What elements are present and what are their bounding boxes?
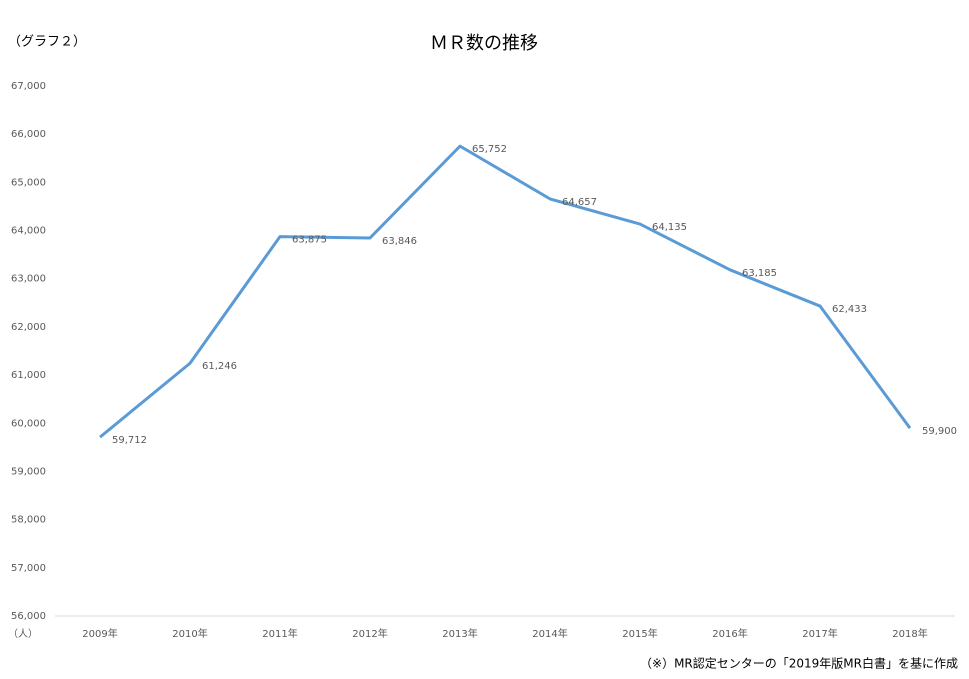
data-label: 59,712 xyxy=(112,435,147,446)
source-note: （※）MR認定センターの「2019年版MR白書」を基に作成 xyxy=(640,656,958,671)
x-tick-label: 2015年 xyxy=(622,627,657,640)
y-tick-label: 61,000 xyxy=(11,370,46,381)
data-line xyxy=(99,144,912,439)
chart-label: （グラフ２） xyxy=(8,35,86,50)
x-tick-label: 2016年 xyxy=(712,627,747,640)
y-tick-label: 62,000 xyxy=(11,322,46,333)
x-tick-label: 2013年 xyxy=(442,627,477,640)
x-tick-label: 2009年 xyxy=(82,627,117,640)
data-label: 63,185 xyxy=(742,268,777,279)
data-label: 63,875 xyxy=(292,235,327,246)
chart-title: ＭＲ数の推移 xyxy=(430,33,538,54)
x-tick-label: 2012年 xyxy=(352,627,387,640)
unit-label: （人） xyxy=(8,628,38,640)
data-label: 64,657 xyxy=(562,197,597,208)
data-label: 63,846 xyxy=(382,236,417,247)
data-label: 62,433 xyxy=(832,304,867,315)
x-tick-label: 2010年 xyxy=(172,627,207,640)
x-tick-label: 2014年 xyxy=(532,627,567,640)
y-tick-label: 64,000 xyxy=(11,226,46,237)
y-tick-label: 60,000 xyxy=(11,418,46,429)
y-tick-label: 59,000 xyxy=(11,466,46,477)
y-tick-label: 67,000 xyxy=(11,81,46,92)
y-tick-label: 66,000 xyxy=(11,129,46,140)
data-label: 59,900 xyxy=(922,426,957,437)
y-tick-label: 57,000 xyxy=(11,563,46,574)
y-tick-label: 63,000 xyxy=(11,274,46,285)
data-label: 65,752 xyxy=(472,144,507,155)
data-label: 64,135 xyxy=(652,222,687,233)
y-tick-label: 65,000 xyxy=(11,177,46,188)
y-tick-label: 58,000 xyxy=(11,515,46,526)
x-tick-label: 2017年 xyxy=(802,627,837,640)
x-tick-label: 2018年 xyxy=(892,627,927,640)
data-label: 61,246 xyxy=(202,361,237,372)
y-tick-label: 56,000 xyxy=(11,611,46,622)
x-tick-label: 2011年 xyxy=(262,627,297,640)
